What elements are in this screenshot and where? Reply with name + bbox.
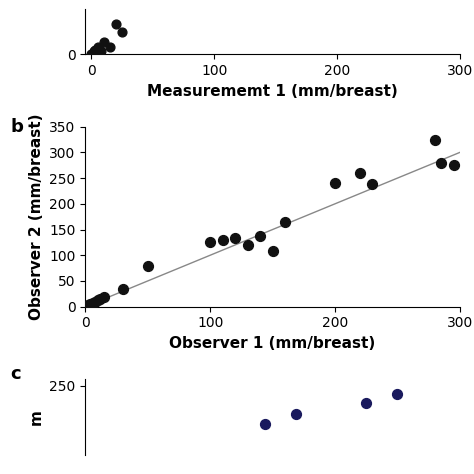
Point — [144, 262, 152, 269]
Point — [100, 293, 108, 301]
Point — [281, 218, 289, 226]
Y-axis label: Observer 2 (mm/breast): Observer 2 (mm/breast) — [28, 113, 44, 320]
Text: c: c — [10, 365, 21, 383]
Point — [87, 301, 94, 308]
X-axis label: Observer 1 (mm/breast): Observer 1 (mm/breast) — [169, 336, 376, 351]
Point — [261, 420, 269, 428]
Point — [206, 238, 214, 246]
Point — [97, 295, 104, 303]
Point — [91, 46, 99, 54]
Y-axis label: m: m — [29, 409, 44, 425]
Point — [362, 399, 370, 407]
Point — [393, 391, 401, 398]
Point — [94, 43, 101, 51]
Point — [100, 39, 108, 46]
Point — [90, 48, 98, 55]
Point — [431, 136, 438, 143]
Point — [219, 236, 227, 244]
Point — [450, 162, 457, 169]
Point — [88, 51, 95, 58]
Point — [331, 180, 339, 187]
Point — [437, 159, 445, 166]
Point — [89, 299, 97, 306]
Point — [95, 46, 102, 54]
Point — [244, 241, 251, 249]
Point — [112, 21, 120, 28]
Point — [356, 169, 364, 177]
Point — [91, 298, 99, 305]
Point — [269, 247, 276, 255]
Point — [118, 28, 126, 36]
Text: b: b — [10, 118, 23, 136]
Point — [119, 285, 127, 292]
Point — [84, 301, 91, 309]
Point — [369, 181, 376, 188]
Point — [82, 303, 89, 310]
Point — [256, 232, 264, 239]
Point — [231, 235, 239, 242]
Point — [292, 410, 300, 417]
Point — [94, 297, 101, 304]
Point — [98, 48, 105, 55]
X-axis label: Measurememt 1 (mm/breast): Measurememt 1 (mm/breast) — [147, 84, 398, 99]
Point — [106, 43, 114, 51]
